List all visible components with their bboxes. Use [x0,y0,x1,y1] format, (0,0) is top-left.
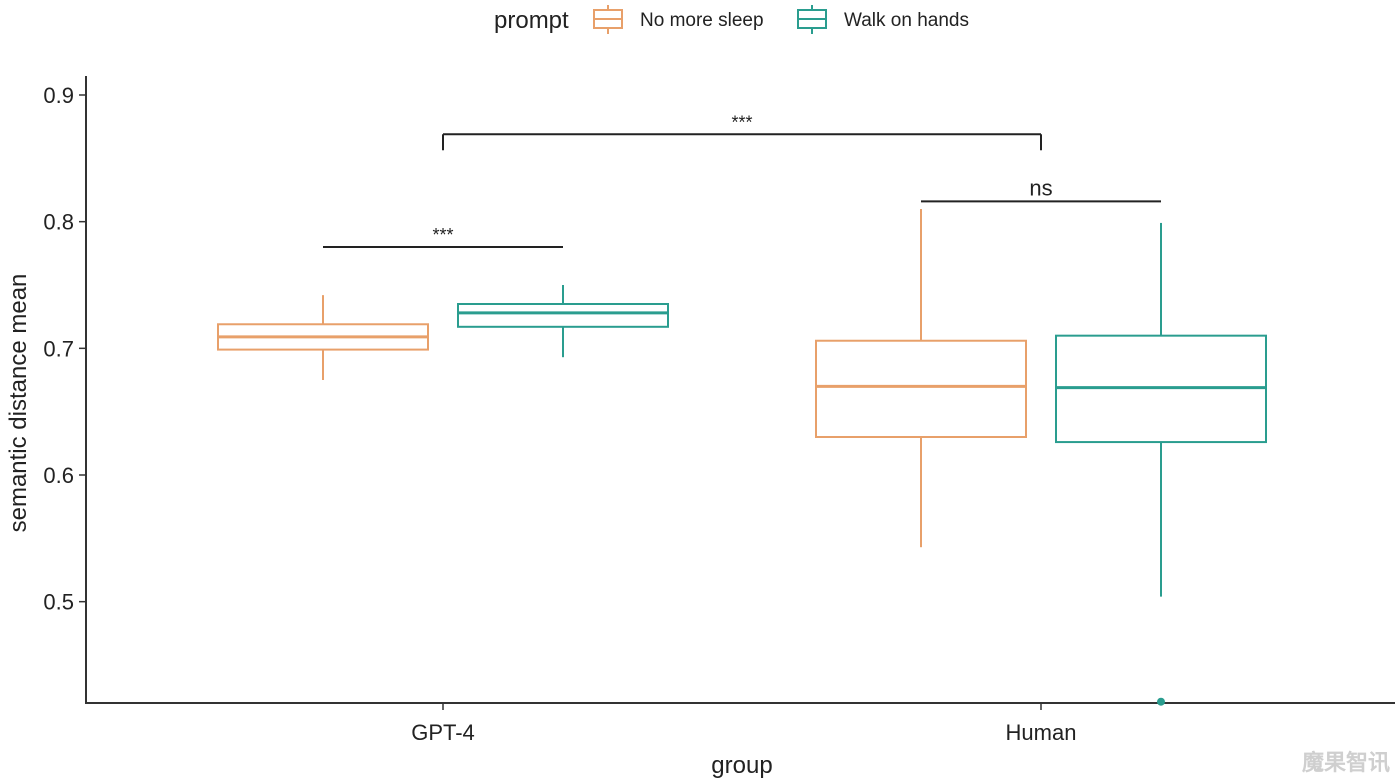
legend-entry-walk-on-hands: Walk on hands [797,5,969,34]
significance-label: *** [432,225,453,245]
box-gpt-4-no-more-sleep [217,295,429,380]
legend-title: prompt [494,7,569,34]
significance-brackets: *** ns *** [323,112,1161,248]
x-axis-ticks: GPT-4 Human [411,703,1076,745]
y-tick-label: 0.5 [43,590,74,615]
legend-label: Walk on hands [844,10,969,31]
significance-bracket: *** [323,225,563,248]
legend-entry-no-more-sleep: No more sleep [593,5,764,34]
y-axis-ticks: 0.5 0.6 0.7 0.8 0.9 [43,83,86,615]
y-tick-label: 0.9 [43,83,74,108]
iqr-box [457,303,669,328]
x-tick-label: Human [1006,720,1077,745]
y-tick-label: 0.7 [43,336,74,361]
iqr-box [815,339,1027,439]
axes [85,76,1395,704]
y-tick-label: 0.6 [43,463,74,488]
watermark-text: 魔果智讯 [1302,750,1390,775]
significance-bracket: ns [921,175,1161,203]
legend-label: No more sleep [640,10,764,31]
box-series [217,209,1267,706]
significance-bracket: *** [442,112,1042,151]
box-human-walk-on-hands [1055,222,1267,706]
x-axis-title: group [711,752,772,779]
y-axis-title: semantic distance mean [5,274,32,533]
y-tick-label: 0.8 [43,210,74,235]
significance-label: *** [731,112,752,132]
x-tick-label: GPT-4 [411,720,475,745]
significance-label: ns [1029,175,1052,200]
box-gpt-4-walk-on-hands [457,285,669,358]
box-human-no-more-sleep [815,209,1027,548]
outlier-point [1157,697,1165,706]
legend: prompt No more sleep Walk on hands [494,5,969,34]
